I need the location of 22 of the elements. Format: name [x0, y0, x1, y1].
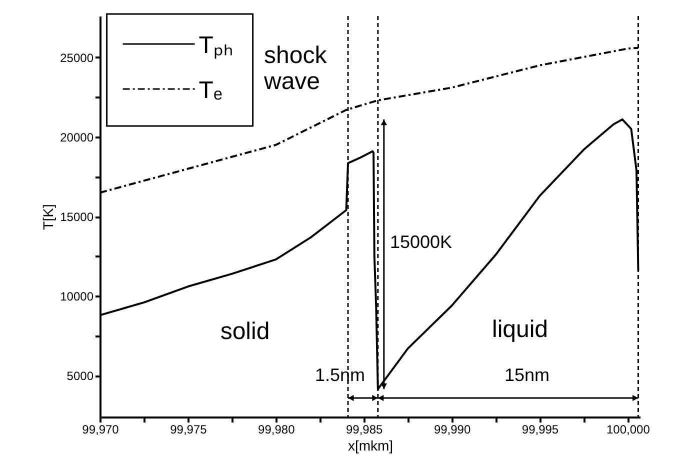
x-tick-label: 99,975: [170, 422, 208, 436]
annotation: liquid: [492, 316, 548, 343]
y-tick-label: 5000: [66, 369, 94, 384]
legend-label: Tₚₕ: [198, 32, 234, 60]
y-tick-label: 15000: [60, 210, 94, 224]
x-axis-title: x[mkm]: [348, 438, 394, 454]
y-axis-title: T[K]: [40, 204, 56, 230]
y-tick-label: 25000: [60, 50, 94, 65]
y-tick-label: 20000: [60, 130, 94, 144]
annotation: 1.5nm: [314, 365, 366, 385]
x-tick-label: 99,995: [522, 422, 559, 436]
legend-label: Tₑ: [198, 77, 222, 104]
x-tick-label: 99,990: [434, 422, 471, 436]
annotation: solid: [220, 318, 270, 345]
x-tick-label: 100,000: [606, 422, 650, 436]
annotation: shock wave: [263, 42, 328, 95]
annotation: 15000K: [390, 232, 452, 252]
annotation: 15nm: [504, 365, 550, 385]
y-tick-label: 10000: [60, 290, 94, 304]
x-tick-label: 99,980: [258, 422, 296, 436]
x-tick-label: 99,985: [346, 422, 384, 436]
x-tick-label: 99,970: [82, 422, 120, 436]
